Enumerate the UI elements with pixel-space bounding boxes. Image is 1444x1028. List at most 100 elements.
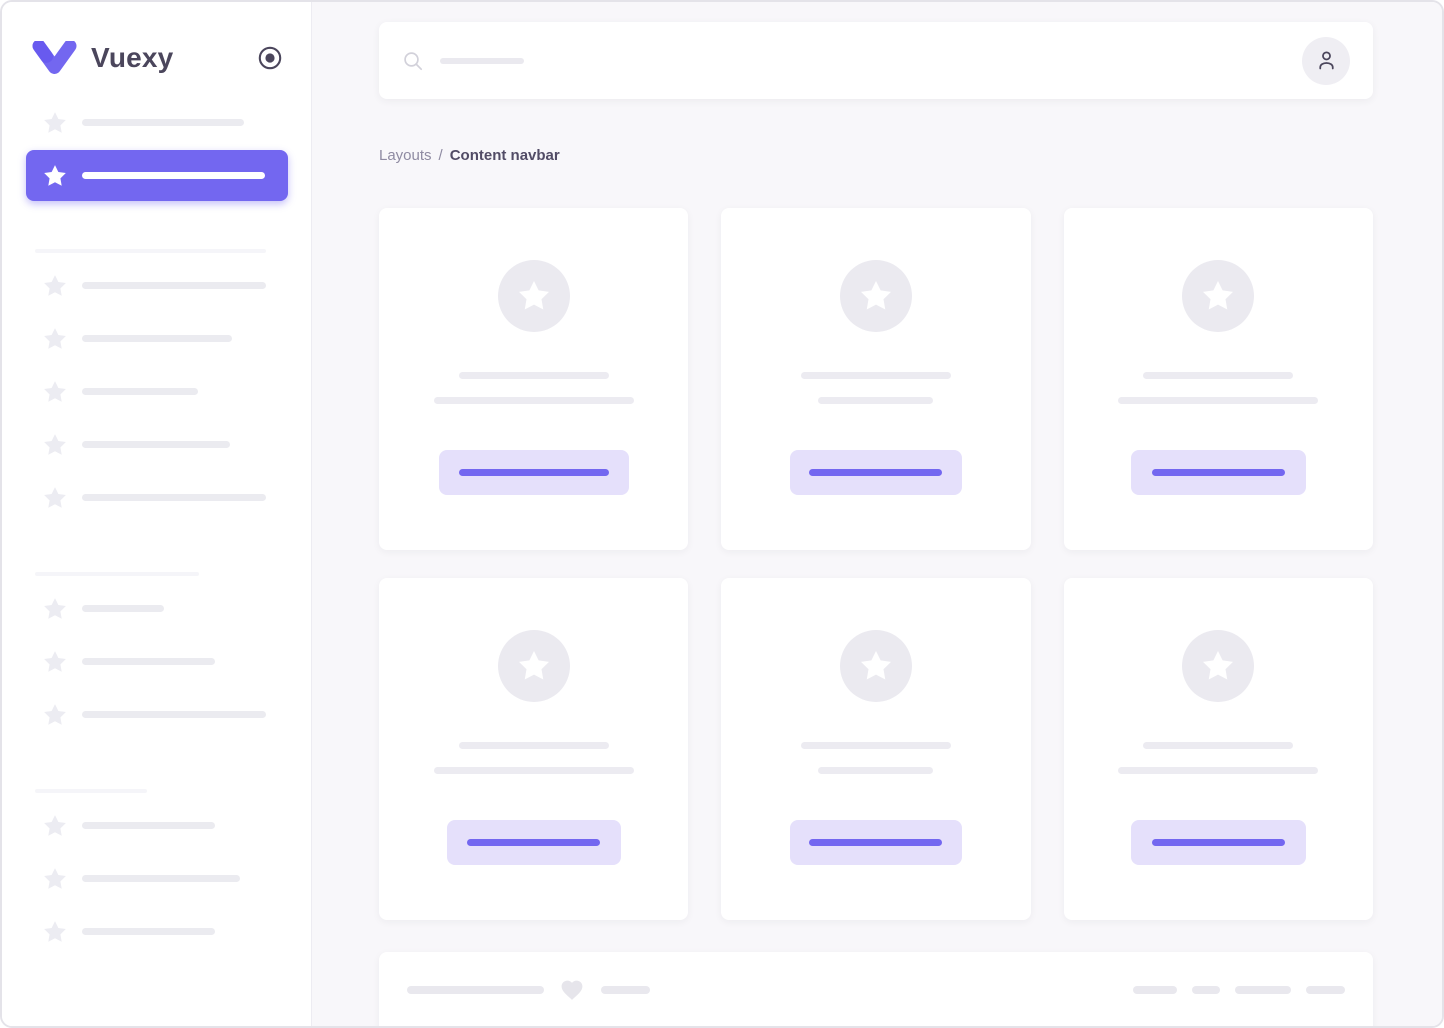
button-label-placeholder (1151, 839, 1285, 846)
footer-link-placeholder (1235, 986, 1291, 994)
sidebar-item[interactable] (2, 312, 311, 365)
sidebar-item[interactable] (2, 852, 311, 905)
user-avatar-button[interactable] (1302, 36, 1350, 85)
menu-label-placeholder (82, 822, 215, 829)
star-icon (1200, 278, 1236, 314)
card-button[interactable] (789, 820, 962, 865)
footer-link-placeholder (1192, 986, 1220, 994)
sidebar-item[interactable] (2, 905, 311, 958)
card-title-placeholder (458, 742, 609, 749)
demo-card (379, 208, 689, 550)
menu-label-placeholder (82, 119, 244, 126)
star-icon (42, 326, 68, 352)
sidebar-item[interactable] (2, 582, 311, 635)
menu-label-placeholder (82, 605, 164, 612)
sidebar-item[interactable] (2, 688, 311, 741)
card-button[interactable] (446, 820, 621, 865)
card-avatar (839, 630, 912, 702)
sidebar-item[interactable] (2, 365, 311, 418)
menu-pin-radio-icon[interactable] (257, 45, 283, 71)
menu-label-placeholder (82, 282, 266, 289)
star-icon (516, 278, 552, 314)
sidebar-menu (2, 96, 311, 958)
menu-label-placeholder (82, 388, 198, 395)
card-avatar (839, 260, 912, 332)
demo-card (721, 208, 1031, 550)
search-input[interactable] (402, 50, 524, 72)
breadcrumb-separator: / (438, 146, 443, 164)
star-icon (858, 648, 894, 684)
card-title-placeholder (1143, 372, 1294, 379)
card-button[interactable] (1130, 450, 1306, 495)
breadcrumb-parent[interactable]: Layouts (379, 146, 432, 164)
search-icon (402, 50, 424, 72)
star-icon (42, 110, 68, 136)
brand-name: Vuexy (91, 42, 174, 73)
sidebar: Vuexy (2, 2, 312, 1026)
card-title-placeholder (800, 742, 951, 749)
menu-label-placeholder (82, 875, 240, 882)
sidebar-item[interactable] (2, 259, 311, 312)
menu-label-placeholder (82, 172, 265, 179)
user-icon (1314, 48, 1339, 73)
vuexy-logo-icon[interactable] (32, 41, 77, 75)
sidebar-header: Vuexy (32, 40, 283, 76)
menu-label-placeholder (82, 658, 215, 665)
card-button[interactable] (789, 450, 962, 495)
breadcrumb-current: Content navbar (449, 146, 560, 164)
button-label-placeholder (809, 469, 943, 476)
card-text-placeholder (1118, 397, 1319, 404)
star-icon (42, 596, 68, 622)
sidebar-item[interactable] (2, 96, 311, 149)
star-icon (42, 273, 68, 299)
card-avatar (1182, 630, 1255, 702)
card-button[interactable] (1130, 820, 1306, 865)
card-text-placeholder (818, 767, 934, 774)
card-button[interactable] (438, 450, 629, 495)
card-text-placeholder (818, 397, 934, 404)
demo-card (1063, 208, 1373, 550)
card-avatar (497, 260, 570, 332)
star-icon (42, 649, 68, 675)
sidebar-item[interactable] (2, 635, 311, 688)
button-label-placeholder (458, 469, 609, 476)
menu-label-placeholder (82, 711, 266, 718)
top-navbar (379, 22, 1373, 99)
breadcrumb: Layouts / Content navbar (379, 144, 1373, 166)
menu-label-placeholder (82, 928, 215, 935)
card-avatar (497, 630, 570, 702)
button-label-placeholder (1151, 469, 1285, 476)
sidebar-item[interactable] (2, 799, 311, 852)
menu-label-placeholder (82, 335, 232, 342)
star-icon (42, 485, 68, 511)
star-icon (42, 432, 68, 458)
menu-label-placeholder (82, 494, 266, 501)
card-text-placeholder (433, 767, 634, 774)
button-label-placeholder (467, 839, 601, 846)
footer-text-placeholder (407, 986, 544, 994)
menu-section-divider (35, 789, 147, 793)
heart-icon (559, 977, 585, 1003)
card-title-placeholder (800, 372, 951, 379)
star-icon (42, 702, 68, 728)
card-avatar (1182, 260, 1255, 332)
card-title-placeholder (458, 372, 609, 379)
demo-card (721, 578, 1031, 920)
sidebar-item[interactable] (2, 471, 311, 524)
star-icon (516, 648, 552, 684)
cards-grid (379, 208, 1373, 920)
search-placeholder (440, 57, 524, 64)
star-icon (42, 813, 68, 839)
demo-card (1063, 578, 1373, 920)
main-content: Layouts / Content navbar (312, 2, 1442, 1026)
star-icon (42, 163, 68, 189)
footer-links (1133, 986, 1345, 994)
star-icon (858, 278, 894, 314)
star-icon (42, 379, 68, 405)
button-label-placeholder (809, 839, 943, 846)
footer-text-placeholder (601, 986, 650, 994)
sidebar-item-active[interactable] (26, 150, 288, 201)
demo-card (379, 578, 689, 920)
sidebar-item[interactable] (2, 418, 311, 471)
